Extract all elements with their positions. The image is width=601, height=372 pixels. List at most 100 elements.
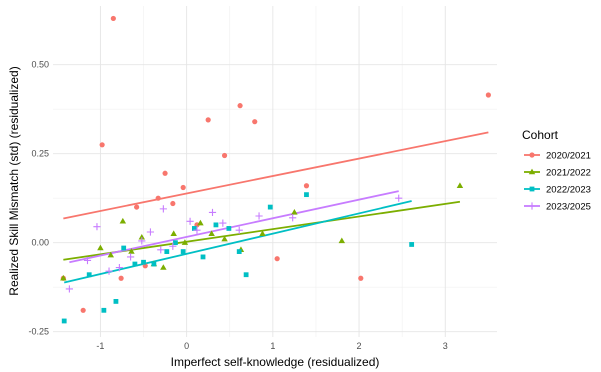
data-point-2023-2025 xyxy=(65,285,73,293)
data-point-2021-2022 xyxy=(170,230,177,236)
series-2023-2025-points xyxy=(65,194,403,293)
data-point-2023-2025 xyxy=(126,253,135,261)
legend-item-2020-2021: 2020/2021 xyxy=(524,151,591,162)
data-point-2023-2025 xyxy=(186,217,194,225)
legend-label: 2022/2023 xyxy=(546,185,591,196)
data-point-2020-2021 xyxy=(110,15,116,22)
data-point-2020-2021 xyxy=(80,307,86,313)
data-point-2021-2022 xyxy=(208,230,215,236)
legend: Cohort 2020/2021 2021/2022 2022/2023 2023/2… xyxy=(522,128,591,213)
data-point-2023-2025 xyxy=(289,214,297,222)
data-point-2021-2022 xyxy=(138,233,146,240)
data-point-2020-2021 xyxy=(274,256,280,262)
legend-title: Cohort xyxy=(522,128,559,142)
data-point-2020-2021 xyxy=(485,92,491,98)
data-point-2021-2022 xyxy=(221,235,228,242)
data-point-2022-2023 xyxy=(173,240,178,246)
x-tick-label: 2 xyxy=(357,341,362,351)
data-point-2023-2025 xyxy=(83,256,92,265)
data-point-2021-2022 xyxy=(107,251,114,258)
data-point-2023-2025 xyxy=(219,219,227,227)
data-point-2021-2022 xyxy=(97,244,104,251)
series-2022-2023-points xyxy=(61,192,415,324)
data-point-2023-2025 xyxy=(105,267,113,275)
x-tick-label: 3 xyxy=(443,341,448,351)
data-point-2023-2025 xyxy=(208,208,217,217)
grid xyxy=(53,6,497,337)
legend-key-marker xyxy=(529,186,535,192)
legend-key-marker xyxy=(528,168,536,175)
legend-item-2022-2023: 2022/2023 xyxy=(524,185,591,196)
data-point-2022-2023 xyxy=(226,226,232,231)
data-point-2023-2025 xyxy=(115,263,123,272)
x-axis-title: Imperfect self-knowledge (residualized) xyxy=(171,355,380,369)
data-point-2022-2023 xyxy=(121,245,127,251)
data-point-2023-2025 xyxy=(138,237,146,245)
data-point-2020-2021 xyxy=(170,200,176,207)
data-point-2023-2025 xyxy=(146,228,155,236)
data-point-2020-2021 xyxy=(252,119,258,125)
data-point-2020-2021 xyxy=(237,103,243,109)
data-point-2023-2025 xyxy=(169,242,177,250)
data-point-2021-2022 xyxy=(181,239,189,245)
y-tick-label: 0.00 xyxy=(31,238,49,248)
data-point-2023-2025 xyxy=(157,246,165,254)
data-point-2023-2025 xyxy=(193,226,201,234)
data-point-2020-2021 xyxy=(134,204,140,210)
data-point-2023-2025 xyxy=(93,223,101,231)
data-point-2022-2023 xyxy=(200,254,206,260)
data-point-2022-2023 xyxy=(191,226,197,231)
data-point-2020-2021 xyxy=(303,183,310,189)
data-point-2022-2023 xyxy=(141,259,146,265)
data-point-2022-2023 xyxy=(113,299,119,304)
data-point-2022-2023 xyxy=(213,222,219,228)
data-point-2021-2022 xyxy=(119,217,127,224)
data-point-2021-2022 xyxy=(291,209,298,215)
x-axis-ticks: -1 0 1 2 3 xyxy=(96,341,447,351)
data-point-2020-2021 xyxy=(180,184,186,191)
data-point-2022-2023 xyxy=(236,249,242,254)
legend-label: 2020/2021 xyxy=(546,151,591,162)
data-point-2022-2023 xyxy=(409,242,415,247)
x-tick-label: 1 xyxy=(270,341,275,351)
fit-line-2022-2023 xyxy=(64,200,412,284)
data-point-2022-2023 xyxy=(132,261,138,267)
legend-key-marker xyxy=(529,152,535,158)
x-tick-label: -1 xyxy=(96,341,104,351)
data-point-2020-2021 xyxy=(358,275,364,281)
data-point-2022-2023 xyxy=(86,272,92,278)
data-points xyxy=(60,15,491,324)
y-tick-label: -0.25 xyxy=(28,327,49,337)
data-point-2022-2023 xyxy=(267,204,273,210)
data-point-2021-2022 xyxy=(128,248,135,254)
data-point-2022-2023 xyxy=(243,272,249,278)
data-point-2023-2025 xyxy=(395,194,403,202)
y-axis-ticks: -0.25 0.00 0.25 0.50 xyxy=(28,60,49,337)
data-point-2020-2021 xyxy=(221,152,228,159)
data-point-2023-2025 xyxy=(159,205,167,213)
data-point-2021-2022 xyxy=(160,264,167,270)
data-point-2021-2022 xyxy=(197,219,204,226)
data-point-2023-2025 xyxy=(255,212,263,220)
data-point-2020-2021 xyxy=(118,275,124,281)
data-point-2020-2021 xyxy=(155,195,161,201)
data-point-2023-2025 xyxy=(235,226,243,234)
legend-label: 2021/2022 xyxy=(546,168,591,179)
data-point-2022-2023 xyxy=(180,249,186,254)
y-tick-label: 0.25 xyxy=(31,149,49,159)
fit-lines xyxy=(63,131,489,284)
data-point-2021-2022 xyxy=(338,237,346,244)
data-point-2022-2023 xyxy=(304,192,309,198)
data-point-2021-2022 xyxy=(456,182,464,188)
y-axis-title: Realized Skill Mismatch (std) (residuali… xyxy=(7,66,21,295)
x-tick-label: 0 xyxy=(184,341,189,351)
legend-item-2023-2025: 2023/2025 xyxy=(524,202,591,213)
data-point-2022-2023 xyxy=(151,261,157,267)
data-point-2022-2023 xyxy=(164,249,170,254)
legend-label: 2023/2025 xyxy=(546,202,591,213)
data-point-2020-2021 xyxy=(162,170,168,176)
data-point-2020-2021 xyxy=(99,142,105,148)
fit-line-2023-2025 xyxy=(69,190,399,264)
data-point-2020-2021 xyxy=(205,117,211,123)
